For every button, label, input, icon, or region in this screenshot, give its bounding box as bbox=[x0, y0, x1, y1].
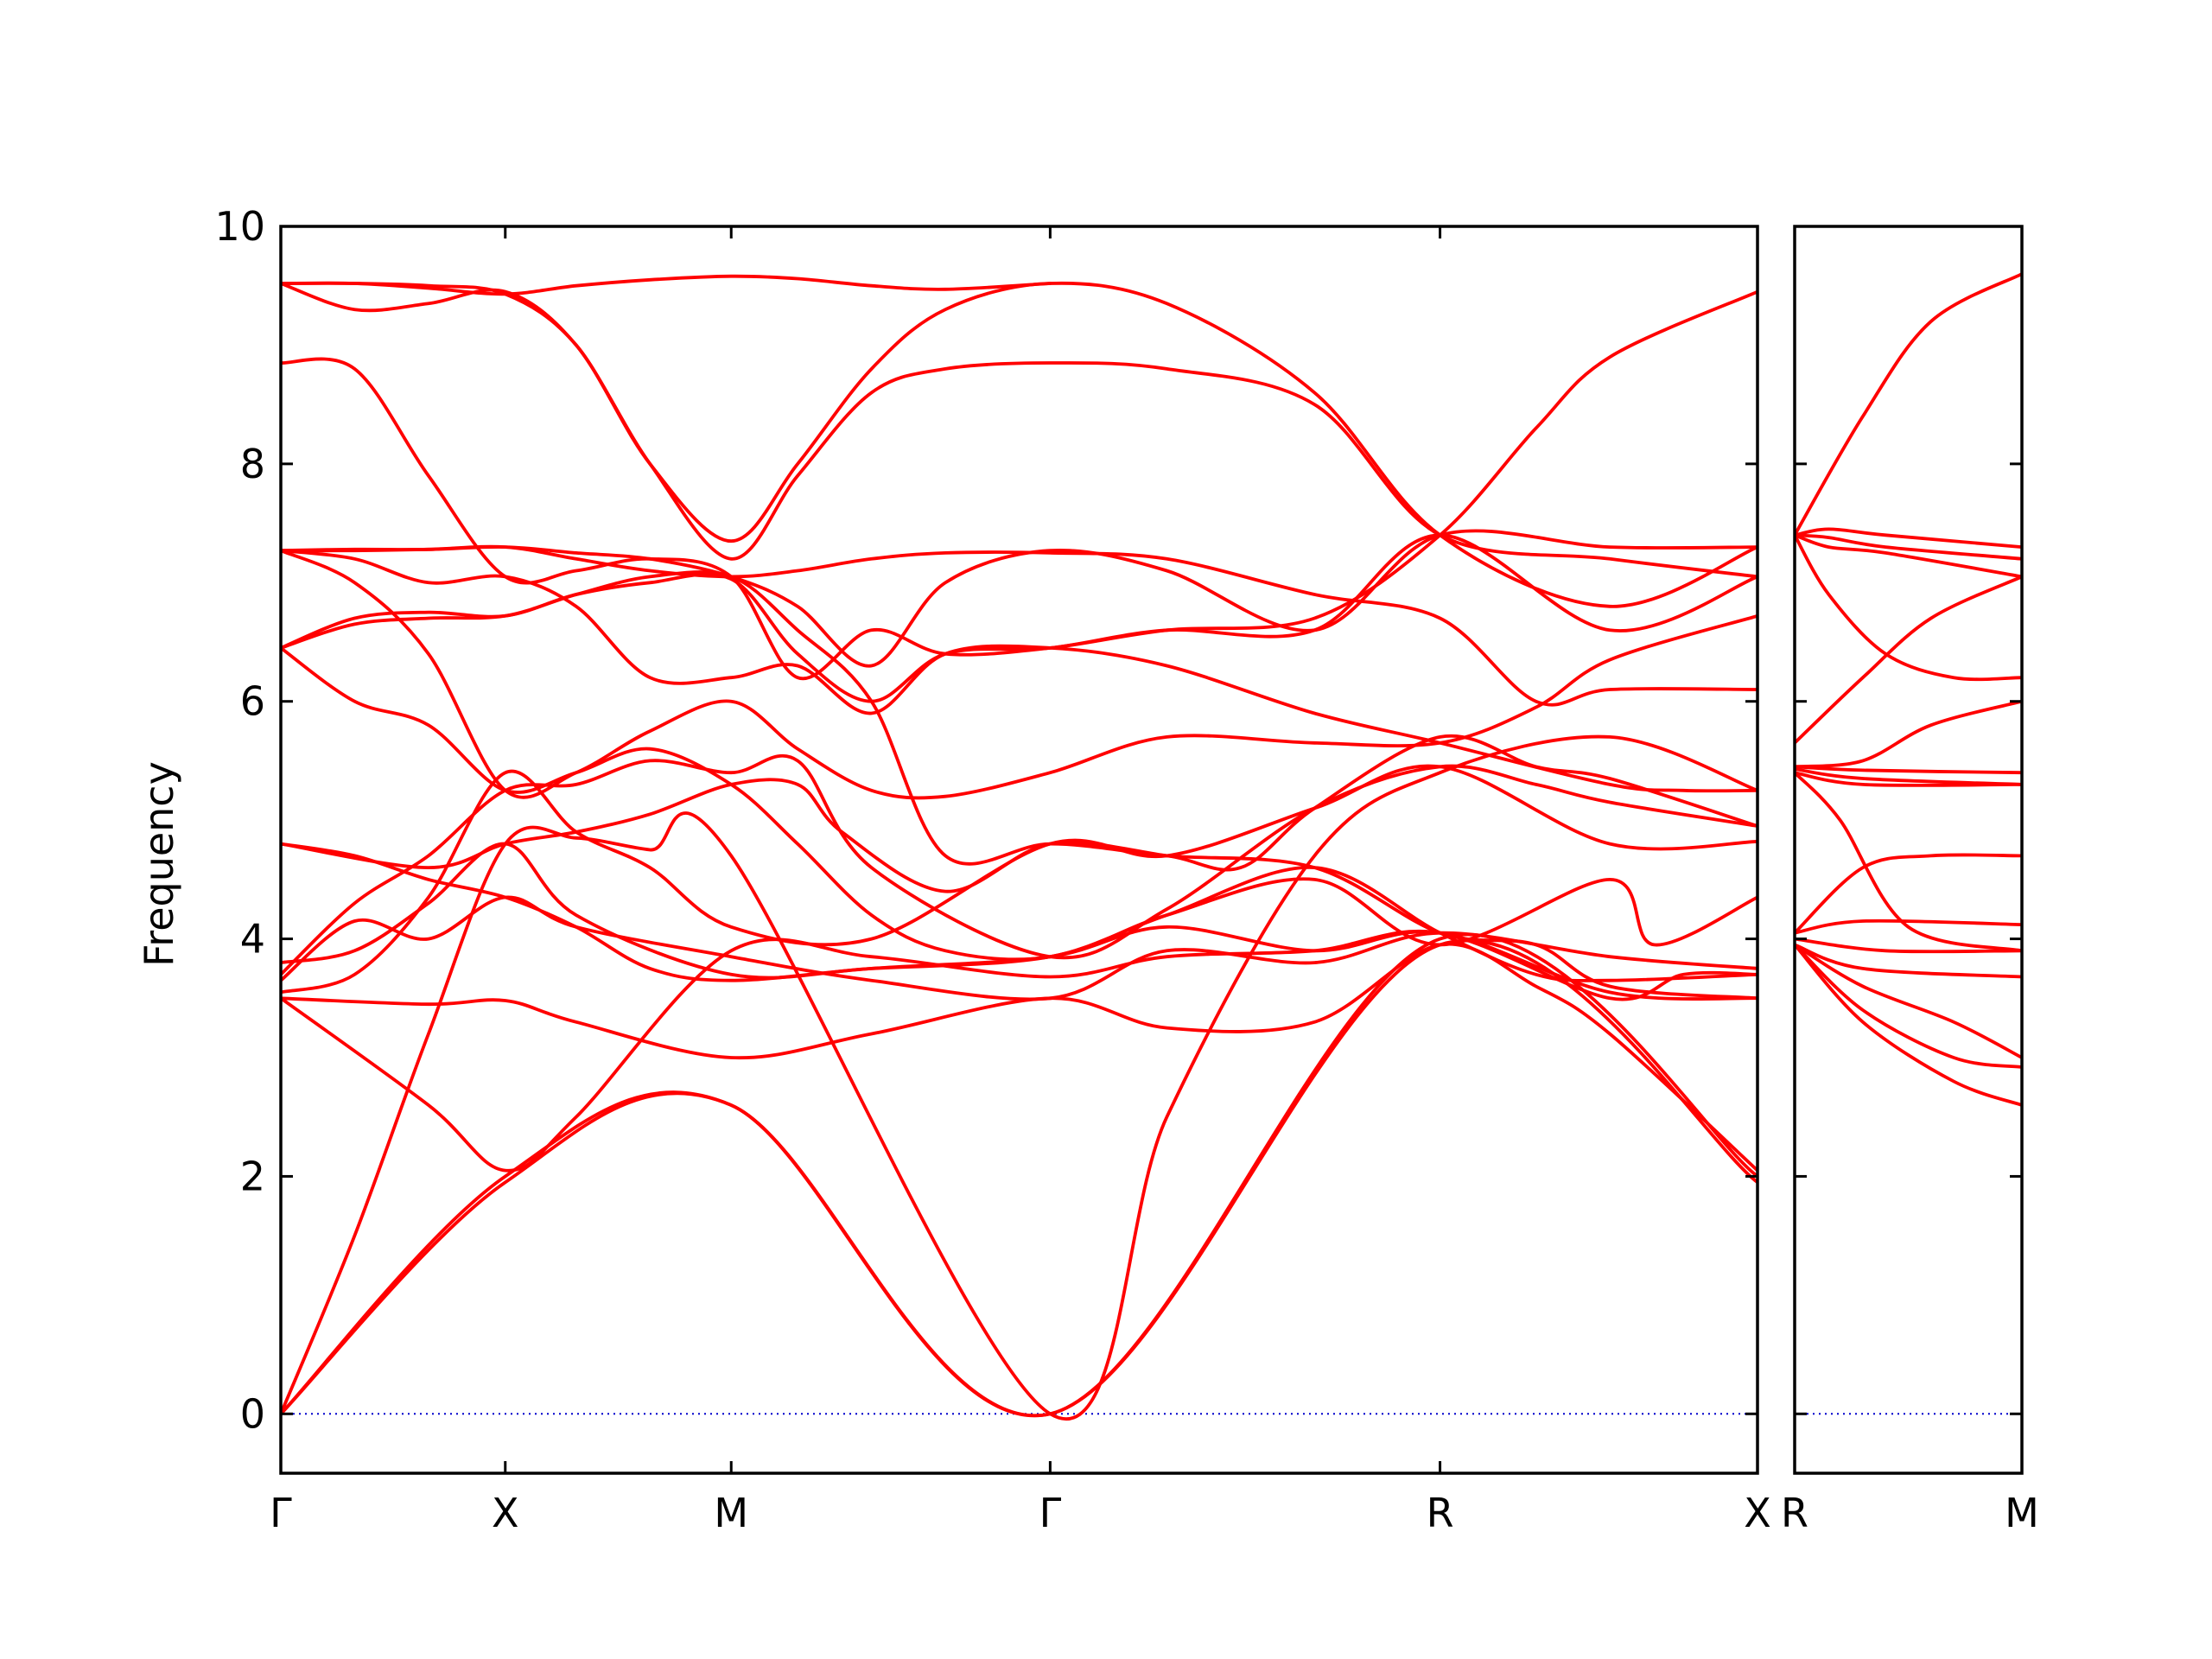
x-tick-label: X bbox=[492, 1490, 519, 1536]
band-line bbox=[1795, 771, 2022, 787]
band-line bbox=[1795, 943, 2022, 1107]
band-line bbox=[1795, 771, 2022, 953]
band-line bbox=[1795, 527, 2022, 549]
x-tick-label: M bbox=[714, 1490, 748, 1536]
y-tick-label: 4 bbox=[240, 916, 265, 963]
band-line bbox=[281, 734, 1758, 893]
band-line bbox=[281, 544, 1758, 707]
band-line bbox=[1795, 943, 2022, 1069]
y-tick-label: 10 bbox=[214, 203, 265, 250]
band-line bbox=[281, 549, 1758, 800]
band-line bbox=[1795, 853, 2022, 935]
band-line bbox=[281, 289, 1758, 681]
band-line bbox=[1795, 918, 2022, 935]
x-tick-label: X bbox=[1744, 1490, 1771, 1536]
band-line bbox=[281, 529, 1758, 668]
band-line bbox=[281, 274, 1052, 296]
band-line bbox=[281, 282, 1758, 579]
band-line bbox=[1795, 272, 2022, 537]
x-tick-label: R bbox=[1781, 1490, 1808, 1536]
x-tick-label: Γ bbox=[1039, 1490, 1062, 1536]
band-line bbox=[281, 734, 1758, 1421]
y-tick-label: 6 bbox=[240, 678, 265, 725]
band-line bbox=[1795, 943, 2022, 1059]
y-axis-label: Frequency bbox=[136, 761, 182, 967]
x-tick-label: R bbox=[1427, 1490, 1454, 1536]
plot-frame bbox=[279, 225, 1759, 1475]
plot-frame bbox=[1793, 225, 2024, 1475]
main-band-panel: 0 2 4 6 8 10 Γ X M Γ R X bbox=[214, 203, 1770, 1536]
band-line bbox=[281, 895, 1758, 1001]
band-line bbox=[1795, 533, 2022, 561]
y-tick-label: 2 bbox=[240, 1153, 265, 1199]
y-tick-label: 8 bbox=[240, 441, 265, 487]
y-tick-label: 0 bbox=[240, 1390, 265, 1437]
band-lines bbox=[1795, 272, 2022, 1107]
band-line bbox=[281, 646, 1758, 982]
band-line bbox=[1795, 575, 2022, 745]
band-line bbox=[281, 281, 1758, 608]
band-line bbox=[281, 533, 1758, 703]
band-line bbox=[281, 549, 1758, 793]
x-tick-label: Γ bbox=[270, 1490, 292, 1536]
band-line bbox=[281, 932, 1758, 1418]
band-lines bbox=[281, 274, 1758, 1421]
band-line bbox=[1795, 533, 2022, 579]
x-tick-label: M bbox=[2005, 1490, 2039, 1536]
band-line bbox=[281, 929, 1758, 1173]
band-line bbox=[1795, 937, 2022, 954]
band-line bbox=[281, 942, 1758, 1173]
band-line bbox=[1795, 699, 2022, 769]
band-line bbox=[281, 753, 1758, 976]
band-line bbox=[1795, 943, 2022, 979]
band-line bbox=[1795, 765, 2022, 775]
